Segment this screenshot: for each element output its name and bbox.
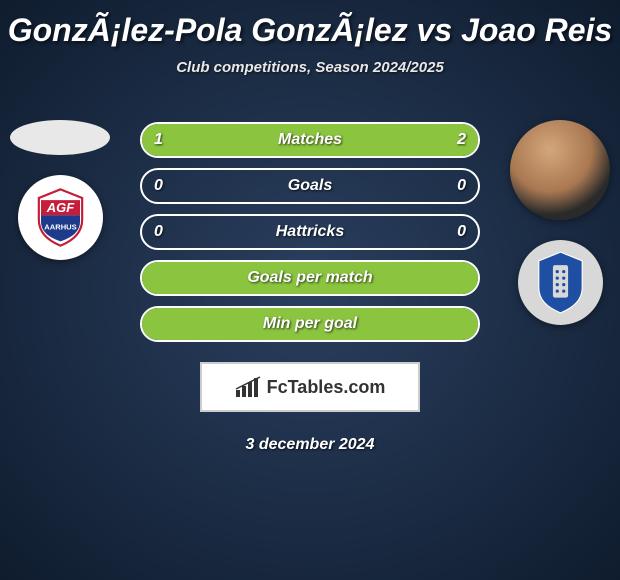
stat-bar: Goals per match (140, 260, 480, 296)
club-badge-right (518, 240, 603, 325)
stat-label: Matches (142, 131, 478, 149)
svg-text:AGF: AGF (45, 200, 75, 215)
page-title: GonzÃ¡lez-Pola GonzÃ¡lez vs Joao Reis (0, 0, 620, 49)
brand-box: FcTables.com (200, 362, 420, 412)
shield-icon: AGF AARHUS (28, 185, 93, 250)
stat-bar: 00Goals (140, 168, 480, 204)
player-left-column: AGF AARHUS (10, 120, 110, 260)
stat-label: Goals (142, 177, 478, 195)
stat-bar: 12Matches (140, 122, 480, 158)
player-right-column (510, 120, 610, 325)
stat-label: Goals per match (142, 269, 478, 287)
player-left-placeholder (10, 120, 110, 155)
stat-bar: Min per goal (140, 306, 480, 342)
stat-label: Hattricks (142, 223, 478, 241)
shield-icon (533, 250, 588, 315)
stat-bar: 00Hattricks (140, 214, 480, 250)
date: 3 december 2024 (140, 436, 480, 454)
club-badge-left: AGF AARHUS (18, 175, 103, 260)
svg-text:AARHUS: AARHUS (44, 222, 76, 231)
stats-area: 12Matches 00Goals 00Hattricks Goals per mat… (140, 122, 480, 454)
bar-chart-icon (235, 376, 261, 398)
brand-text: FcTables.com (267, 377, 386, 398)
stat-label: Min per goal (142, 315, 478, 333)
subtitle: Club competitions, Season 2024/2025 (0, 59, 620, 76)
player-right-photo (510, 120, 610, 220)
